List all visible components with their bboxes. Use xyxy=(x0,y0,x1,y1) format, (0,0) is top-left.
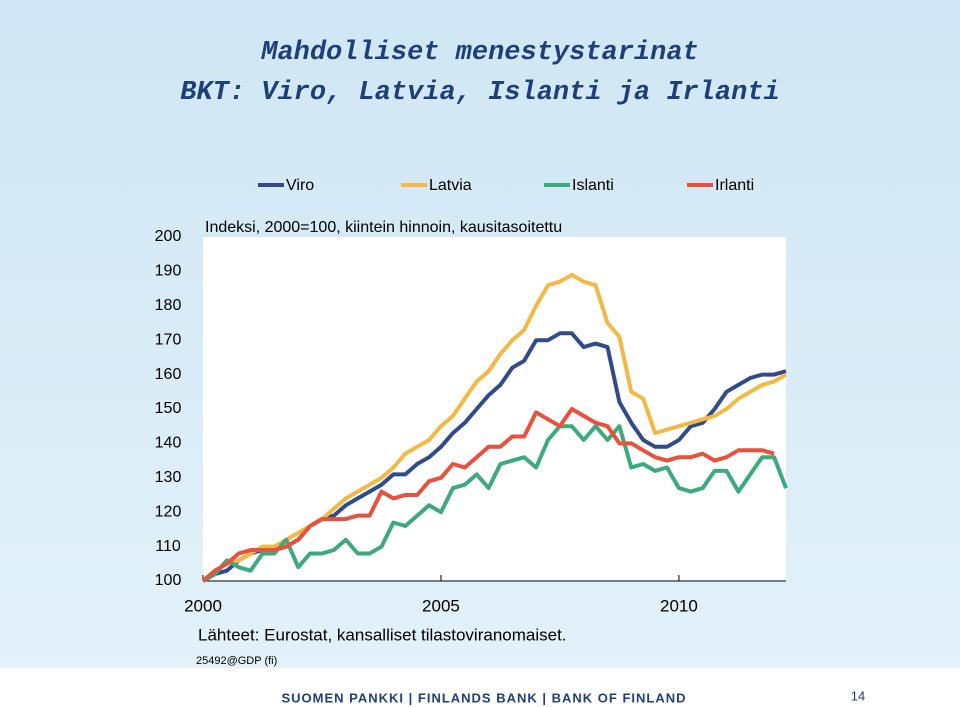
y-tick-label: 130 xyxy=(155,469,182,486)
footer-band xyxy=(0,668,960,707)
y-tick-label: 120 xyxy=(155,503,182,520)
y-tick-label: 110 xyxy=(155,538,181,555)
y-tick-label: 150 xyxy=(155,400,182,417)
legend-label: Viro xyxy=(286,177,314,194)
y-tick-label: 140 xyxy=(155,435,182,452)
y-tick-label: 190 xyxy=(155,263,182,280)
x-tick-label: 2000 xyxy=(184,596,222,615)
y-tick-label: 170 xyxy=(155,331,182,348)
footer-text: SUOMEN PANKKI | FINLANDS BANK | BANK OF … xyxy=(281,690,686,705)
series-line xyxy=(201,424,788,583)
legend-label: Latvia xyxy=(429,177,472,194)
annotation: Indeksi, 2000=100, kiintein hinnoin, kau… xyxy=(205,219,562,236)
page-number: 14 xyxy=(851,688,865,703)
x-tick-label: 2010 xyxy=(660,596,698,615)
legend-label: Irlanti xyxy=(715,177,754,194)
plot-area xyxy=(203,237,786,581)
y-tick-label: 160 xyxy=(155,366,182,383)
chart-title: Mahdolliset menestystarinat xyxy=(260,38,698,68)
series-line xyxy=(201,407,775,583)
plot: 100 110 120 130 140 150 160 170 180 190 200 2000 200… xyxy=(155,177,788,615)
code: 25492@GDP (fi) xyxy=(196,655,277,667)
legend-label: Islanti xyxy=(572,177,614,194)
source: Lähteet: Eurostat, kansalliset tilastovi… xyxy=(198,625,567,644)
y-tick-label: 100 xyxy=(155,572,182,589)
x-tick-label: 2005 xyxy=(422,596,460,615)
chart-subtitle: BKT: Viro, Latvia, Islanti ja Irlanti xyxy=(180,78,780,108)
y-tick-label: 180 xyxy=(155,297,182,314)
series-line xyxy=(201,272,788,583)
y-tick-label: 200 xyxy=(155,228,182,245)
